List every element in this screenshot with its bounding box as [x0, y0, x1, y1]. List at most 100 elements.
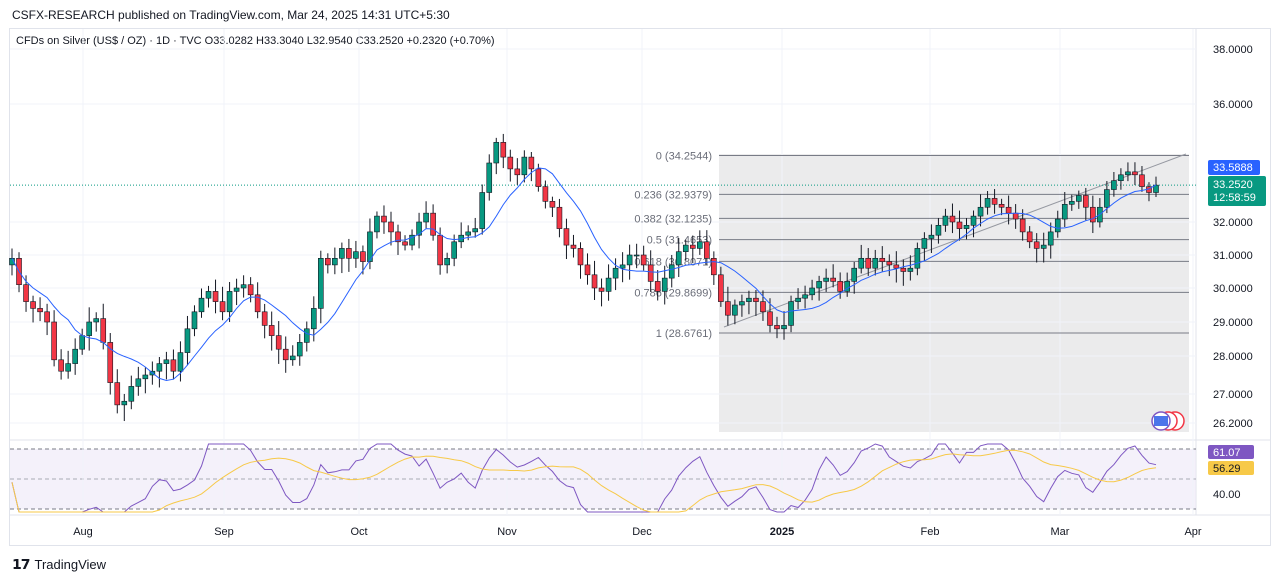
symbol-ohlc-legend: CFDs on Silver (US$ / OZ) · 1D · TVC O33…	[16, 35, 495, 47]
time-tick-label: Aug	[73, 526, 93, 538]
candle	[282, 336, 289, 373]
candle	[1061, 192, 1068, 228]
candle	[332, 247, 338, 275]
candle	[409, 229, 415, 251]
last-price-tag: 33.2520 12:58:59	[1208, 176, 1266, 206]
time-tick-label: Dec	[632, 526, 652, 538]
price-tick-label: 36.0000	[1213, 99, 1253, 111]
time-tick-label: Mar	[1051, 526, 1070, 538]
candle	[718, 266, 724, 307]
price-tick-label: 32.0000	[1213, 217, 1253, 229]
candle	[507, 149, 514, 182]
candle	[865, 248, 872, 276]
rsi-ma-line	[11, 449, 1157, 513]
candle	[37, 297, 43, 322]
candle	[303, 321, 310, 352]
candle	[318, 250, 324, 324]
events-icon[interactable]	[1151, 411, 1185, 431]
candle	[886, 254, 893, 277]
candle	[163, 351, 170, 380]
candle	[921, 232, 928, 261]
candle	[549, 196, 556, 217]
candle	[1068, 194, 1075, 211]
price-tick-label: 28.0000	[1213, 351, 1253, 363]
candle	[402, 235, 408, 251]
price-tick-label: 29.0000	[1213, 317, 1253, 329]
candle	[107, 333, 114, 395]
fib-level-label: 0 (34.2544)	[656, 150, 712, 162]
time-tick-label: Sep	[214, 526, 234, 538]
candle	[935, 218, 942, 244]
candle	[170, 349, 177, 380]
rsi-ma-tag-label: 56.29	[1213, 463, 1241, 475]
candle	[247, 277, 254, 303]
candle	[851, 261, 858, 294]
footer-brand[interactable]: 𝟭𝟳 TradingView	[12, 556, 106, 573]
candle	[682, 239, 689, 261]
candle	[697, 230, 703, 255]
candle	[367, 218, 373, 270]
fib-level-label: 0.236 (32.9379)	[634, 189, 712, 201]
candle	[493, 137, 500, 175]
candle	[500, 133, 507, 169]
candle	[802, 285, 808, 309]
time-tick-label: Nov	[497, 526, 517, 538]
candle	[479, 184, 486, 235]
trendline[interactable]	[723, 153, 1187, 328]
candle	[577, 242, 584, 279]
candle	[374, 211, 380, 239]
candle	[1104, 181, 1110, 214]
fib-level-label: 1 (28.6761)	[656, 328, 712, 340]
candle	[970, 210, 977, 238]
candle	[177, 341, 184, 382]
candle	[430, 204, 436, 241]
candle	[591, 260, 598, 301]
candle	[1111, 172, 1117, 197]
candle	[528, 151, 535, 182]
candle	[416, 212, 422, 249]
candle	[514, 158, 521, 185]
candle	[795, 288, 801, 310]
tradingview-logo-icon: 𝟭𝟳	[12, 556, 31, 572]
price-tick-label: 26.2000	[1213, 418, 1253, 430]
fibonacci-retracement[interactable]: 0 (34.2544) 0.236 (32.9379) 0.382 (32.1235…	[634, 150, 1189, 340]
candle	[346, 238, 352, 272]
candles	[9, 133, 1159, 422]
candle	[949, 203, 956, 234]
candle	[928, 224, 935, 254]
price-axis: 38.0000 36.0000 32.0000 31.0000 30.0000 29.00…	[1213, 44, 1253, 430]
candle	[872, 249, 879, 276]
candle	[570, 234, 577, 258]
candle	[879, 246, 886, 272]
candle	[1033, 233, 1040, 263]
candle	[619, 252, 626, 283]
time-tick-label: Apr	[1184, 526, 1201, 538]
candle	[991, 189, 998, 214]
candle	[184, 315, 191, 366]
candle	[956, 210, 963, 241]
sma-price-tag-label: 33.5888	[1213, 162, 1253, 174]
candle	[353, 240, 359, 268]
candle	[858, 244, 865, 274]
candle	[668, 254, 675, 288]
candle	[86, 307, 93, 351]
candle	[725, 286, 731, 326]
candle	[1054, 210, 1061, 238]
candle	[640, 245, 647, 271]
candle	[30, 295, 36, 323]
candle	[275, 321, 282, 364]
sma-price-tag: 33.5888	[1208, 160, 1260, 175]
candle	[689, 235, 696, 264]
candle	[472, 217, 479, 238]
footer-brand-text: TradingView	[34, 557, 107, 572]
fib-level-label: 0.382 (32.1235)	[634, 213, 712, 225]
time-axis: Aug Sep Oct Nov Dec 2025 Feb Mar Apr	[73, 526, 1202, 538]
candle	[598, 278, 605, 307]
candle	[135, 366, 142, 396]
rsi-tag-label: 61.07	[1213, 447, 1241, 459]
candle	[437, 227, 443, 275]
candle	[1132, 162, 1138, 186]
chart-frame	[9, 28, 1271, 546]
candle	[823, 268, 829, 292]
